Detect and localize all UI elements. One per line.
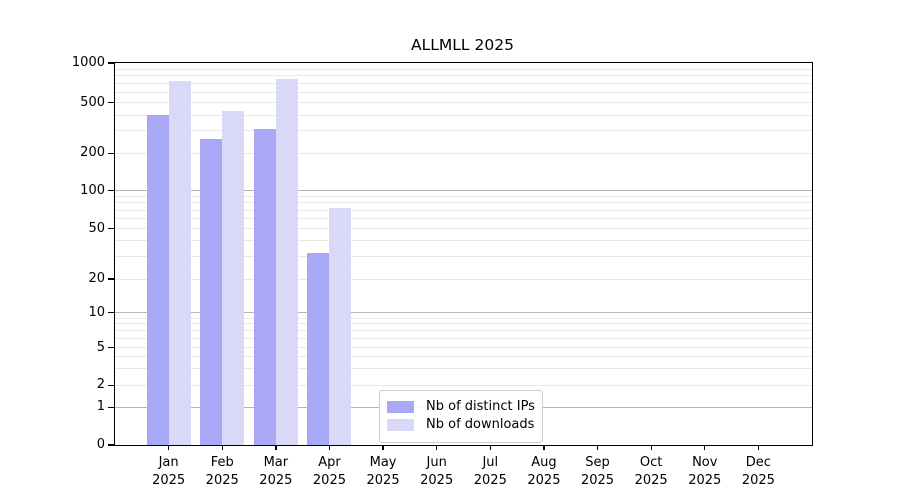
- y-gridline-300: [115, 130, 812, 132]
- y-tick-mark-50: [108, 228, 114, 230]
- y-tick-mark-2: [108, 384, 114, 387]
- y-gridline-900: [115, 68, 812, 70]
- y-tick-label-1: 1: [96, 399, 105, 415]
- legend-swatch-downloads-icon: [387, 419, 414, 431]
- y-tick-label-5: 5: [96, 339, 105, 355]
- y-tick-mark-100: [108, 189, 114, 192]
- bar-nb-of-downloads-apr: [329, 207, 352, 445]
- y-gridline-100: [115, 190, 812, 191]
- y-gridline-20: [115, 278, 812, 280]
- x-tick-label-jul: Jul 2025: [473, 455, 507, 488]
- bar-nb-of-distinct-ips-feb: [200, 139, 223, 445]
- x-tick-label-sep: Sep 2025: [580, 455, 615, 488]
- y-tick-label-0: 0: [96, 437, 105, 452]
- x-tick-mark-aug: [543, 445, 545, 450]
- x-tick-label-mar: Mar 2025: [259, 455, 293, 488]
- legend-item-downloads: Nb of downloads: [387, 417, 534, 433]
- y-gridline-70: [115, 209, 812, 211]
- y-gridline-4: [115, 356, 812, 358]
- legend-swatch-distinct-ips-icon: [387, 401, 414, 413]
- y-gridline-3: [115, 368, 812, 370]
- x-tick-label-feb: Feb 2025: [205, 455, 239, 488]
- y-tick-mark-5: [108, 347, 114, 349]
- legend-label-downloads: Nb of downloads: [426, 417, 535, 432]
- y-tick-label-500: 500: [80, 94, 105, 110]
- x-tick-label-dec: Dec 2025: [741, 455, 775, 488]
- y-gridline-50: [115, 228, 812, 230]
- x-tick-label-jan: Jan 2025: [152, 455, 186, 488]
- y-gridline-40: [115, 240, 812, 242]
- y-gridline-10: [115, 312, 812, 314]
- y-gridline-6: [115, 338, 812, 339]
- y-gridline-5: [115, 347, 812, 349]
- y-tick-mark-1: [108, 406, 114, 409]
- bar-nb-of-distinct-ips-jan: [146, 115, 169, 445]
- x-tick-mark-jan: [168, 445, 170, 450]
- bar-nb-of-downloads-feb: [222, 110, 245, 445]
- y-tick-label-100: 100: [80, 182, 105, 198]
- y-gridline-2: [115, 384, 812, 386]
- y-tick-mark-500: [108, 102, 114, 104]
- y-tick-label-200: 200: [80, 145, 105, 161]
- x-tick-mark-jun: [436, 445, 438, 450]
- y-tick-label-50: 50: [88, 220, 105, 236]
- y-tick-mark-10: [108, 312, 114, 314]
- y-gridline-600: [115, 91, 812, 93]
- bar-nb-of-distinct-ips-mar: [253, 129, 276, 445]
- x-tick-mark-may: [382, 445, 384, 450]
- x-tick-label-jun: Jun 2025: [420, 455, 454, 488]
- y-gridline-80: [115, 202, 812, 204]
- y-gridline-500: [115, 102, 812, 104]
- y-tick-mark-1000: [108, 62, 114, 64]
- y-gridline-60: [115, 218, 812, 220]
- x-tick-mark-jul: [489, 445, 491, 450]
- x-tick-label-oct: Oct 2025: [634, 455, 668, 488]
- x-tick-label-apr: Apr 2025: [312, 455, 346, 488]
- y-tick-label-10: 10: [88, 304, 105, 320]
- x-tick-mark-apr: [328, 445, 331, 450]
- y-tick-label-2: 2: [96, 377, 105, 393]
- y-gridline-30: [115, 256, 812, 258]
- x-tick-label-aug: Aug 2025: [527, 455, 561, 488]
- y-tick-label-20: 20: [88, 271, 105, 287]
- y-gridline-90: [115, 195, 812, 197]
- chart-title: ALLMLL 2025: [411, 36, 514, 54]
- x-tick-label-nov: Nov 2025: [688, 455, 722, 488]
- bar-nb-of-distinct-ips-apr: [307, 253, 330, 445]
- y-tick-mark-0: [108, 444, 114, 446]
- y-gridline-7: [115, 330, 812, 332]
- x-tick-mark-dec: [757, 445, 760, 450]
- x-tick-mark-feb: [221, 445, 223, 450]
- x-tick-mark-nov: [704, 445, 706, 450]
- y-tick-mark-200: [108, 152, 114, 154]
- y-gridline-800: [115, 75, 812, 77]
- legend: Nb of distinct IPs Nb of downloads: [379, 390, 543, 443]
- y-gridline-9: [115, 317, 812, 319]
- bar-nb-of-downloads-mar: [275, 79, 298, 445]
- y-gridline-200: [115, 152, 812, 154]
- plot-area: 0 1 2 5 10 20 50 100 200 500 1000 Jan 2025 Feb 2025 M…: [72, 55, 813, 488]
- y-gridline-400: [115, 114, 812, 116]
- y-gridline-8: [115, 323, 812, 325]
- x-tick-mark-oct: [650, 445, 652, 450]
- legend-label-distinct-ips: Nb of distinct IPs: [426, 399, 535, 414]
- y-tick-mark-20: [108, 278, 114, 280]
- y-tick-label-1000: 1000: [71, 55, 105, 70]
- bar-nb-of-downloads-jan: [168, 81, 191, 445]
- legend-item-distinct-ips: Nb of distinct IPs: [387, 399, 535, 415]
- y-gridline-700: [115, 82, 812, 84]
- x-tick-mark-sep: [596, 445, 599, 450]
- x-tick-mark-mar: [275, 445, 277, 450]
- x-tick-label-may: May 2025: [366, 455, 400, 488]
